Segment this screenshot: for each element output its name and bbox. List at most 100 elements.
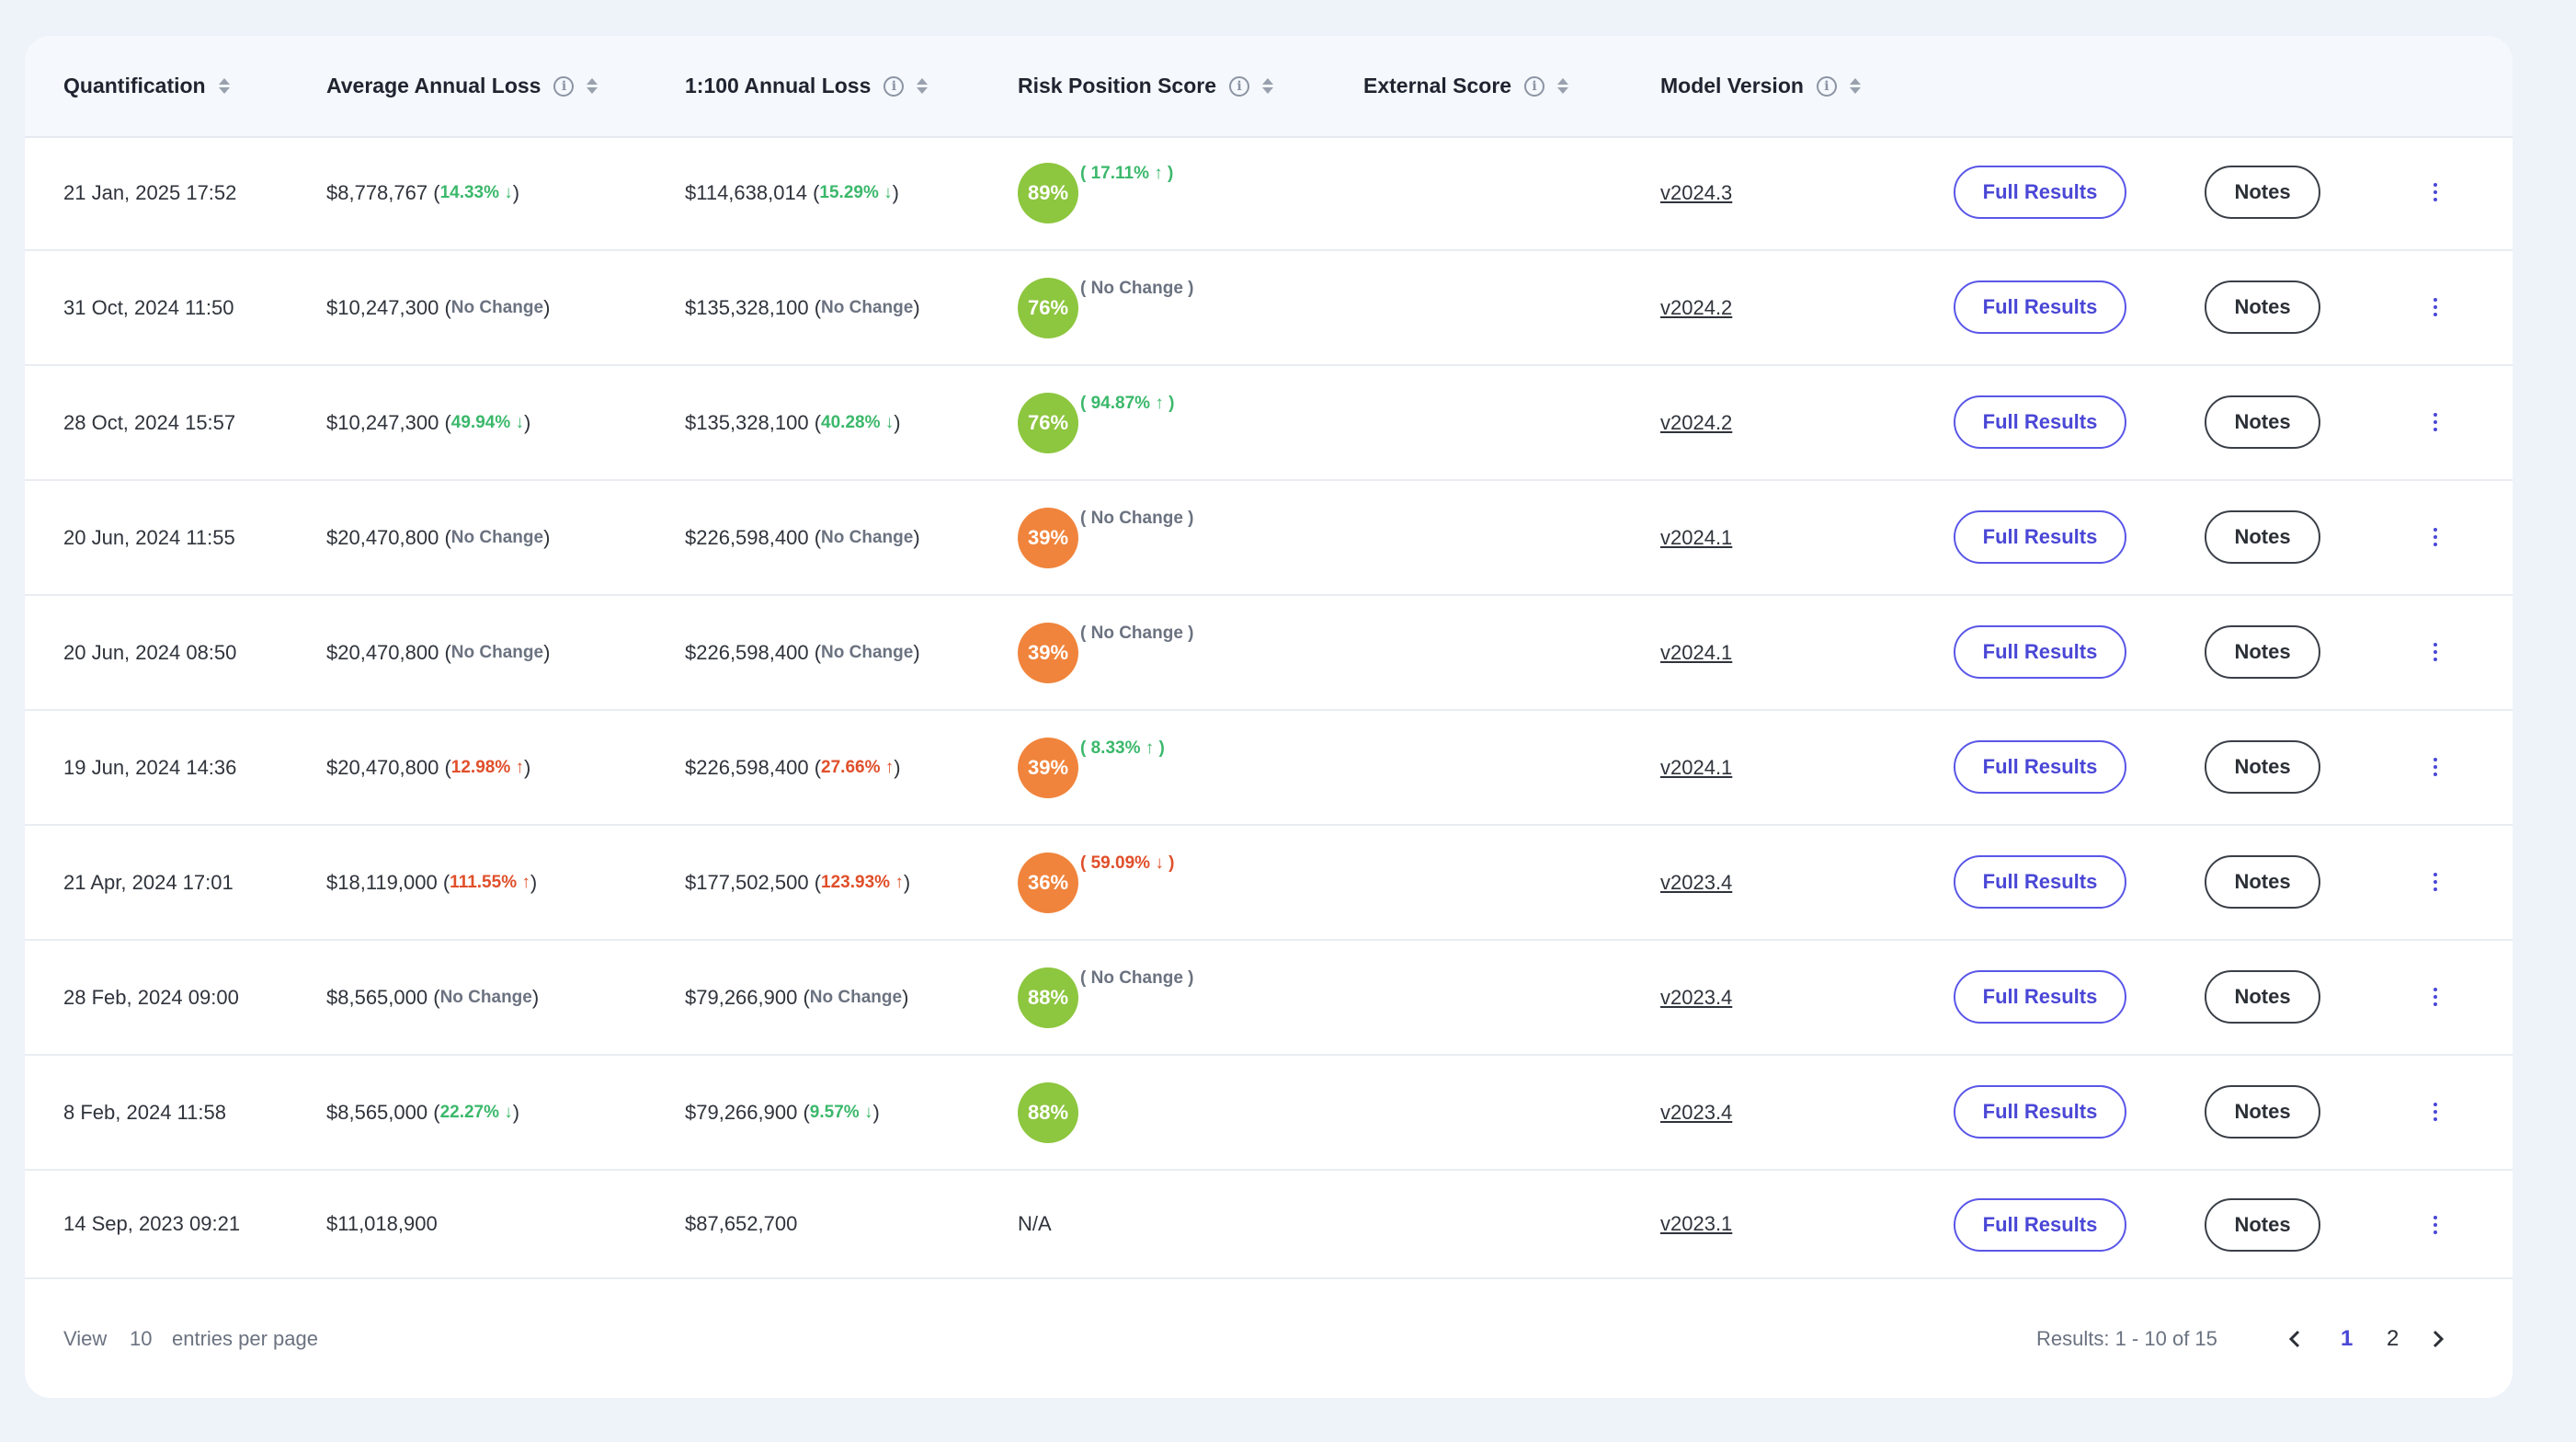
risk-position-score-cell: 36% (1018, 826, 1078, 939)
average-annual-loss-value: $10,247,300 (326, 295, 439, 319)
info-icon[interactable]: i (553, 75, 575, 97)
prev-page-button[interactable] (2288, 1279, 2301, 1398)
model-version-link[interactable]: v2024.1 (1660, 640, 1733, 664)
full-results-button[interactable]: Full Results (1954, 510, 2126, 564)
average-annual-loss-value: $8,565,000 (326, 1100, 428, 1124)
model-version-link[interactable]: v2024.1 (1660, 525, 1733, 549)
average-annual-loss-cell: $8,565,000 (22.27% ↓) (326, 1100, 520, 1124)
risk-score-change: ( No Change ) (1080, 509, 1194, 528)
notes-button[interactable]: Notes (2205, 625, 2320, 679)
model-version-link[interactable]: v2024.1 (1660, 755, 1733, 779)
average-annual-loss-value: $20,470,800 (326, 640, 439, 664)
notes-button[interactable]: Notes (2205, 855, 2320, 909)
full-results-button[interactable]: Full Results (1954, 740, 2126, 794)
full-results-button[interactable]: Full Results (1954, 625, 2126, 679)
more-options-icon[interactable] (2426, 1097, 2445, 1127)
more-options-icon[interactable] (2426, 752, 2445, 782)
notes-button[interactable]: Notes (2205, 280, 2320, 334)
change-indicator: 49.94% ↓ (450, 412, 525, 432)
notes-button[interactable]: Notes (2205, 1198, 2320, 1252)
notes-button[interactable]: Notes (2205, 1085, 2320, 1139)
quantification-date: 20 Jun, 2024 11:55 (63, 525, 235, 549)
sort-icon[interactable] (587, 78, 598, 94)
col-quantification[interactable]: Quantification (63, 36, 230, 136)
more-options-icon[interactable] (2426, 177, 2445, 207)
more-options-icon[interactable] (2426, 1210, 2445, 1240)
per-page-select[interactable]: 10 (130, 1326, 153, 1350)
full-results-button[interactable]: Full Results (1954, 280, 2126, 334)
notes-button[interactable]: Notes (2205, 395, 2320, 449)
model-version-cell: v2024.2 (1660, 251, 1732, 364)
next-page-button[interactable] (2432, 1279, 2445, 1398)
annual-loss-100-cell: $135,328,100 (40.28% ↓) (685, 410, 901, 434)
annual-loss-100-cell: $226,598,400 (No Change) (685, 525, 920, 549)
full-results-button[interactable]: Full Results (1954, 166, 2126, 219)
more-options-icon[interactable] (2426, 407, 2445, 437)
page-1[interactable]: 1 (2341, 1325, 2354, 1351)
col-external-score[interactable]: External Score i (1363, 36, 1569, 136)
full-results-button[interactable]: Full Results (1954, 1085, 2126, 1139)
risk-score-badge: 36% (1018, 852, 1078, 913)
change-indicator: No Change (821, 297, 914, 317)
model-version-link[interactable]: v2023.4 (1660, 870, 1733, 894)
more-options-icon[interactable] (2426, 637, 2445, 667)
average-annual-loss-cell: $20,470,800 (12.98% ↑) (326, 755, 531, 779)
change-indicator: No Change (809, 987, 903, 1007)
annual-loss-100-value: $135,328,100 (685, 295, 809, 319)
model-version-link[interactable]: v2023.4 (1660, 985, 1733, 1009)
sort-icon[interactable] (1262, 78, 1274, 94)
full-results-button[interactable]: Full Results (1954, 970, 2126, 1024)
info-icon[interactable]: i (883, 75, 905, 97)
annual-loss-100-cell: $226,598,400 (27.66% ↑) (685, 755, 901, 779)
info-icon[interactable]: i (1229, 75, 1250, 97)
risk-position-score-cell: 39% (1018, 711, 1078, 824)
notes-button[interactable]: Notes (2205, 740, 2320, 794)
risk-score-badge: 39% (1018, 622, 1078, 683)
change-indicator: No Change (450, 527, 544, 547)
col-average-annual-loss[interactable]: Average Annual Loss i (326, 36, 598, 136)
table-row: 19 Jun, 2024 14:36 $20,470,800 (12.98% ↑… (25, 711, 2513, 826)
col-external-label: External Score (1363, 74, 1512, 97)
notes-button[interactable]: Notes (2205, 510, 2320, 564)
change-indicator: 15.29% ↓ (819, 182, 893, 202)
average-annual-loss-cell: $18,119,000 (111.55% ↑) (326, 870, 538, 894)
risk-score-change: ( 94.87% ↑ ) (1080, 394, 1175, 413)
more-options-icon[interactable] (2426, 867, 2445, 897)
change-indicator: 27.66% ↑ (821, 757, 895, 777)
model-version-link[interactable]: v2024.2 (1660, 410, 1733, 434)
average-annual-loss-value: $8,565,000 (326, 985, 428, 1009)
model-version-link[interactable]: v2023.4 (1660, 1100, 1733, 1124)
info-icon[interactable]: i (1816, 75, 1837, 97)
risk-position-score-cell: 76% (1018, 366, 1078, 479)
sort-icon[interactable] (1557, 78, 1569, 94)
more-options-icon[interactable] (2426, 982, 2445, 1012)
change-indicator: 22.27% ↓ (439, 1102, 513, 1122)
info-icon[interactable]: i (1524, 75, 1545, 97)
average-annual-loss-cell: $20,470,800 (No Change) (326, 640, 551, 664)
full-results-button[interactable]: Full Results (1954, 1198, 2126, 1252)
more-options-icon[interactable] (2426, 292, 2445, 322)
average-annual-loss-cell: $8,565,000 (No Change) (326, 985, 540, 1009)
annual-loss-100-cell: $79,266,900 (9.57% ↓) (685, 1100, 880, 1124)
sort-icon[interactable] (218, 78, 230, 94)
change-indicator: 12.98% ↑ (450, 757, 525, 777)
sort-icon[interactable] (1849, 78, 1861, 94)
notes-button[interactable]: Notes (2205, 166, 2320, 219)
quantification-date: 8 Feb, 2024 11:58 (63, 1100, 226, 1124)
annual-loss-100-value: $79,266,900 (685, 1100, 798, 1124)
view-label: View (63, 1326, 108, 1350)
model-version-cell: v2024.2 (1660, 366, 1732, 479)
col-model-version[interactable]: Model Version i (1660, 36, 1861, 136)
col-risk-position-score[interactable]: Risk Position Score i (1018, 36, 1274, 136)
model-version-link[interactable]: v2024.2 (1660, 295, 1733, 319)
more-options-icon[interactable] (2426, 522, 2445, 552)
page-2[interactable]: 2 (2387, 1325, 2399, 1351)
col-1-100-annual-loss[interactable]: 1:100 Annual Loss i (685, 36, 929, 136)
full-results-button[interactable]: Full Results (1954, 855, 2126, 909)
notes-button[interactable]: Notes (2205, 970, 2320, 1024)
model-version-link[interactable]: v2023.1 (1660, 1212, 1733, 1235)
full-results-button[interactable]: Full Results (1954, 395, 2126, 449)
model-version-link[interactable]: v2024.3 (1660, 180, 1733, 204)
table-row: 21 Jan, 2025 17:52 $8,778,767 (14.33% ↓)… (25, 136, 2513, 251)
sort-icon[interactable] (917, 78, 929, 94)
